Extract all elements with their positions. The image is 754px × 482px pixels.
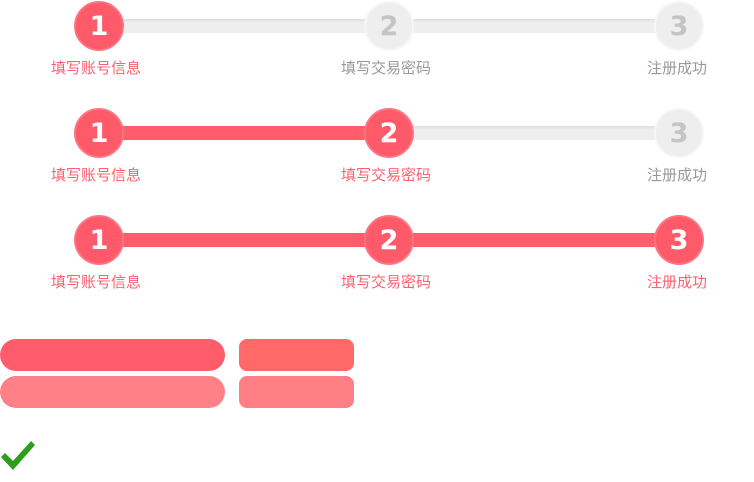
checkmark-icon [1, 441, 35, 470]
stepper-step-1: 1 2 3 填写账号信息 填写交易密码 注册成功 [0, 0, 754, 90]
stepper-track-segment-1 [96, 126, 390, 140]
step-label-2: 填写交易密码 [341, 273, 432, 291]
secondary-button[interactable] [239, 339, 354, 371]
stepper-step-2: 1 2 3 填写账号信息 填写交易密码 注册成功 [0, 107, 754, 197]
step-circle-3[interactable]: 3 [654, 108, 704, 158]
step-label-2: 填写交易密码 [341, 166, 432, 184]
step-label-2: 填写交易密码 [341, 59, 432, 77]
step-label-1: 填写账号信息 [51, 59, 142, 77]
step-label-3: 注册成功 [647, 59, 708, 77]
step-circle-2[interactable]: 2 [364, 108, 414, 158]
step-label-1: 填写账号信息 [51, 273, 142, 291]
step-circle-1[interactable]: 1 [74, 1, 124, 51]
stepper-track-segment-2 [386, 126, 682, 140]
step-circle-1[interactable]: 1 [74, 108, 124, 158]
stepper-step-3: 1 2 3 填写账号信息 填写交易密码 注册成功 [0, 214, 754, 304]
step-circle-3[interactable]: 3 [654, 215, 704, 265]
step-circle-2[interactable]: 2 [364, 215, 414, 265]
stepper-track-segment-2 [386, 233, 682, 247]
primary-button[interactable] [0, 339, 225, 371]
stepper-track-segment-1 [96, 19, 390, 33]
stepper-track-segment-1 [96, 233, 390, 247]
step-label-3: 注册成功 [647, 166, 708, 184]
step-circle-1[interactable]: 1 [74, 215, 124, 265]
stepper-track-segment-2 [386, 19, 682, 33]
primary-button-light[interactable] [0, 376, 225, 408]
step-circle-3[interactable]: 3 [654, 1, 704, 51]
step-label-1: 填写账号信息 [51, 166, 142, 184]
step-circle-2[interactable]: 2 [364, 1, 414, 51]
step-label-3: 注册成功 [647, 273, 708, 291]
secondary-button-light[interactable] [239, 376, 354, 408]
